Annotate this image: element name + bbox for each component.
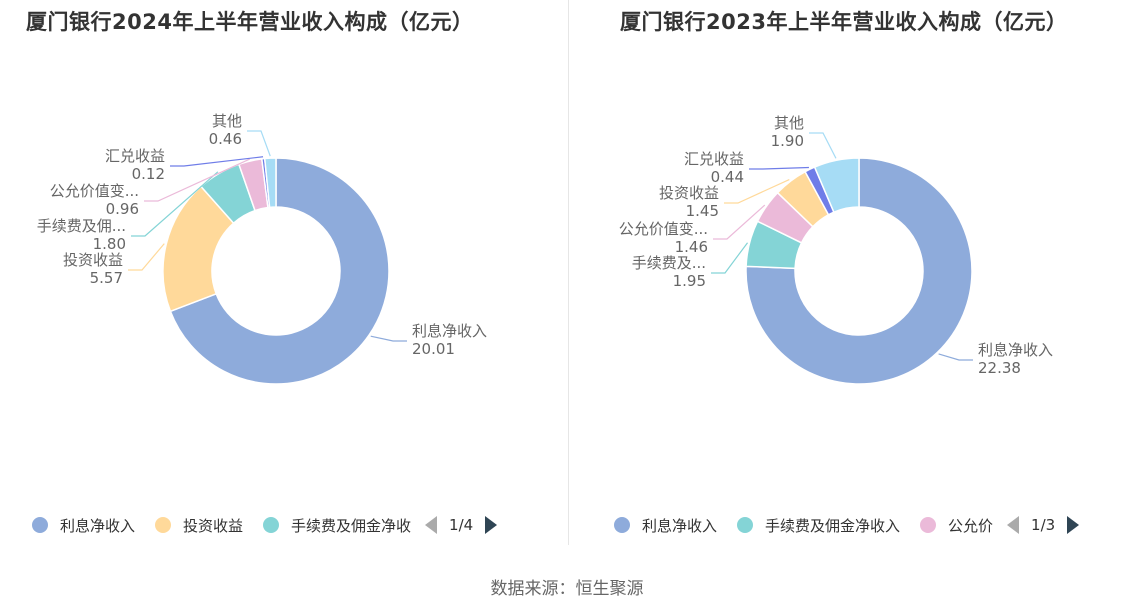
chart-title: 厦门银行2023年上半年营业收入构成（亿元）	[620, 10, 1068, 34]
legend-item[interactable]: 手续费及佣金净收入	[737, 515, 900, 536]
slice-value-label: 0.46	[209, 130, 242, 148]
panel-divider	[568, 0, 569, 545]
leader-line	[128, 243, 165, 271]
slice-value-label: 1.80	[93, 235, 126, 253]
leader-line	[131, 171, 219, 237]
pie-slice[interactable]	[263, 157, 277, 209]
legend-dot-icon	[263, 517, 280, 533]
leader-line	[144, 158, 250, 202]
leader-line	[724, 178, 790, 204]
leader-line	[370, 335, 407, 342]
chart-title: 厦门银行2024年上半年营业收入构成（亿元）	[26, 10, 474, 34]
leader-line	[809, 132, 837, 159]
legend-dot-icon	[155, 517, 172, 533]
leader-line	[170, 156, 264, 167]
prev-page-icon[interactable]	[425, 516, 438, 534]
pie-slice[interactable]	[169, 157, 390, 385]
legend-pager: 1/4	[425, 516, 498, 534]
prev-page-icon[interactable]	[1007, 516, 1020, 534]
slice-label: 汇兑收益	[684, 150, 744, 168]
slice-value-label: 22.38	[978, 359, 1021, 377]
slice-value-label: 1.95	[673, 272, 706, 290]
slice-label: 利息净收入	[978, 341, 1053, 359]
leader-line	[247, 130, 271, 157]
slice-value-label: 20.01	[412, 340, 455, 358]
slice-label: 投资收益	[63, 251, 123, 269]
leader-line	[713, 204, 766, 240]
slice-value-label: 1.46	[675, 238, 708, 256]
slice-label: 其他	[212, 112, 242, 130]
legend-page-number: 1/4	[449, 516, 474, 534]
slice-label: 其他	[774, 114, 804, 132]
legend-dot-icon	[32, 517, 48, 533]
slice-label: 手续费及佣...	[37, 217, 126, 235]
slice-value-label: 0.44	[711, 168, 744, 186]
donut-chart-2024: 利息净收入20.01投资收益5.57手续费及佣...1.80公允价值变...0.…	[37, 112, 487, 385]
legend-pager: 1/3	[1007, 516, 1080, 534]
slice-label: 汇兑收益	[105, 147, 165, 165]
legend-label: 手续费及佣金净收	[291, 516, 412, 535]
slice-label: 利息净收入	[412, 322, 487, 340]
legend-item[interactable]: 公允价	[920, 515, 993, 536]
slice-value-label: 1.90	[771, 132, 804, 150]
legend-item[interactable]: 投资收益	[155, 515, 243, 536]
slice-label: 公允价值变...	[619, 220, 708, 238]
legend-label: 手续费及佣金净收入	[765, 516, 901, 535]
leader-line	[749, 166, 809, 170]
slice-value-label: 1.45	[686, 202, 719, 220]
pie-slice[interactable]	[813, 157, 860, 214]
leader-line	[938, 353, 973, 361]
legend-item[interactable]: 利息净收入	[32, 515, 135, 536]
slice-label: 公允价值变...	[50, 182, 139, 200]
legend-label: 利息净收入	[60, 516, 136, 535]
chart-panel-2024: 厦门银行2024年上半年营业收入构成（亿元） 利息净收入 20.01 投资收益 5.5…	[0, 0, 568, 560]
legend: 利息净收入 投资收益 手续费及佣金净收 1/4	[32, 512, 498, 538]
legend-page-number: 1/3	[1031, 516, 1056, 534]
legend-item[interactable]: 手续费及佣金净收	[263, 515, 411, 536]
slice-label: 投资收益	[659, 184, 719, 202]
legend-label: 投资收益	[183, 516, 244, 535]
slice-value-label: 5.57	[90, 269, 123, 287]
next-page-icon[interactable]	[485, 516, 498, 534]
chart-panel-2023: 厦门银行2023年上半年营业收入构成（亿元） 利息净收入 22.38 手续费及...…	[570, 0, 1134, 560]
next-page-icon[interactable]	[1067, 516, 1080, 534]
legend-dot-icon	[920, 517, 937, 533]
leader-line	[711, 242, 749, 274]
slice-value-label: 0.96	[106, 200, 139, 218]
slice-value-label: 0.12	[132, 165, 165, 183]
legend-label: 利息净收入	[642, 516, 718, 535]
slice-label: 手续费及...	[632, 254, 706, 272]
legend: 利息净收入 手续费及佣金净收入 公允价 1/3	[614, 512, 1080, 538]
legend-dot-icon	[614, 517, 630, 533]
legend-dot-icon	[737, 517, 754, 533]
legend-label: 公允价	[948, 516, 994, 535]
pie-slice[interactable]	[745, 157, 973, 385]
data-source-note: 数据来源：恒生聚源	[490, 579, 644, 599]
legend-item[interactable]: 利息净收入	[614, 515, 717, 536]
